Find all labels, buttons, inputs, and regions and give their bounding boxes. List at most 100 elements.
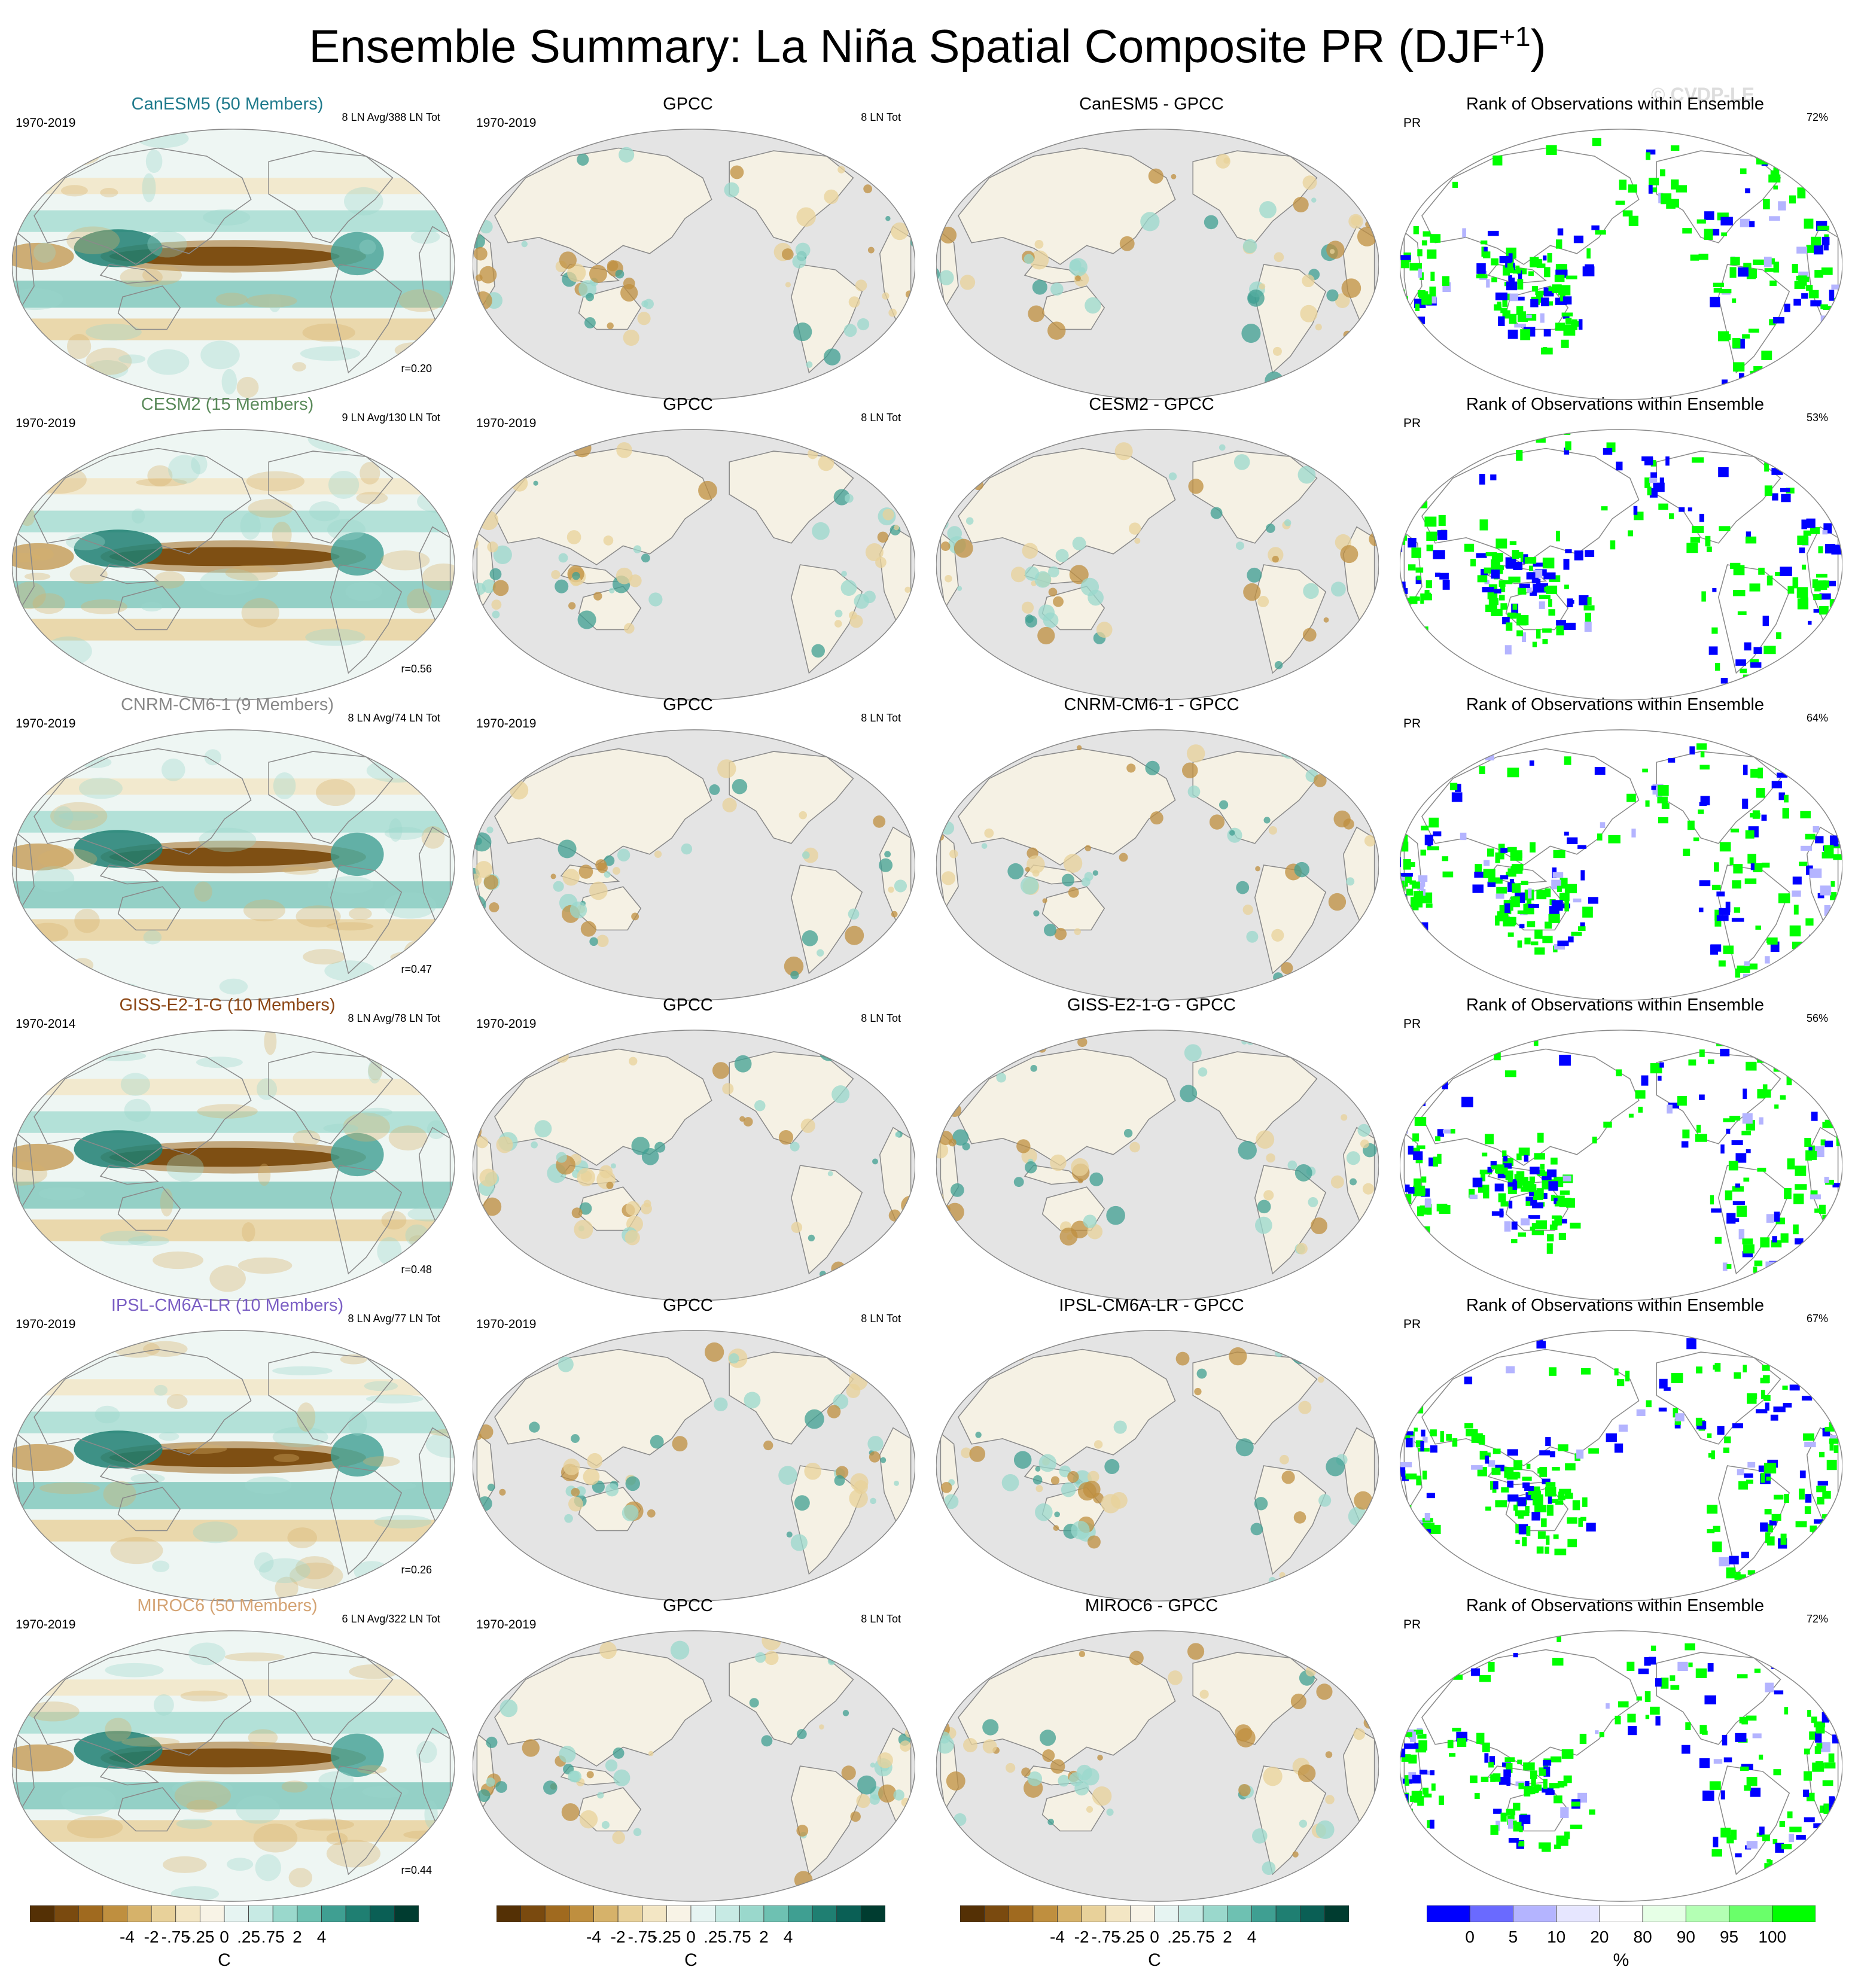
colorbar-swatch [984, 1905, 1009, 1922]
colorbar-swatch [345, 1905, 371, 1922]
colorbar-tick-label: -.75 [628, 1928, 657, 1946]
ln-info: 8 LN Avg/388 LN Tot [342, 111, 440, 123]
ln-info: 6 LN Avg/322 LN Tot [342, 1613, 440, 1625]
colorbar-tick-label: 4 [1247, 1928, 1257, 1946]
colorbar-tick-label: .75 [261, 1928, 285, 1946]
colorbar-tick-label: -2 [1074, 1928, 1089, 1946]
colorbar-tick-label: 4 [783, 1928, 793, 1946]
panel-rank-giss-e2-1-g: Rank of Observations within Ensemble PR 56… [1394, 995, 1842, 1301]
colorbar-swatch [1685, 1905, 1729, 1922]
panel-diff-miroc6: MIROC6 - GPCC [930, 1596, 1379, 1902]
colorbar-tick-label: .25 [1167, 1928, 1191, 1946]
colorbar-swatch [1202, 1905, 1228, 1922]
rank-title: Rank of Observations within Ensemble [1466, 95, 1765, 114]
map-model [12, 1630, 455, 1902]
rank-percent: 53% [1806, 412, 1828, 424]
colorbar-tick-label: -.25 [1116, 1928, 1145, 1946]
rank-title: Rank of Observations within Ensemble [1466, 695, 1765, 714]
rank-percent: 67% [1806, 1313, 1828, 1325]
ln-info: 8 LN Avg/77 LN Tot [348, 1313, 440, 1325]
obs-info: 8 LN Tot [861, 1012, 901, 1024]
rank-percent: 72% [1806, 111, 1828, 123]
period-label: 1970-2019 [16, 717, 76, 730]
colorbar-swatch [1081, 1905, 1107, 1922]
obs-info: 8 LN Tot [861, 1613, 901, 1625]
colorbar-tick-label: 0 [686, 1928, 696, 1946]
diff-title: IPSL-CM6A-LR - GPCC [1059, 1296, 1244, 1315]
pattern-correlation: r=0.44 [401, 1864, 432, 1876]
panel-model-ipsl-cm6a-lr: r=0.26 IPSL-CM6A-LR (10 Members) 1970-2019… [6, 1296, 455, 1602]
colorbar-swatch [1469, 1905, 1513, 1922]
colorbar-swatch [102, 1905, 127, 1922]
colorbar-swatch [370, 1905, 395, 1922]
diff-title: GISS-E2-1-G - GPCC [1067, 995, 1236, 1015]
colorbar-swatch [1556, 1905, 1600, 1922]
colorbar-tick-label: 20 [1590, 1928, 1609, 1946]
rank-title: Rank of Observations within Ensemble [1466, 995, 1765, 1015]
colorbar-swatch [544, 1905, 570, 1922]
rank-variable: PR [1403, 717, 1421, 730]
pattern-correlation: r=0.26 [401, 1564, 432, 1576]
obs-period: 1970-2019 [476, 1317, 537, 1331]
colorbar-tick-label: .25 [703, 1928, 727, 1946]
map-obs [473, 429, 915, 701]
diff-title: MIROC6 - GPCC [1085, 1596, 1219, 1615]
map-rank [1400, 1330, 1842, 1602]
model-title: CanESM5 (50 Members) [131, 95, 324, 114]
map-diff [936, 1330, 1379, 1602]
map-rank [1400, 1630, 1842, 1902]
colorbar-swatch [175, 1905, 200, 1922]
colorbar-unit: % [1613, 1950, 1629, 1970]
colorbar-tick-label: -4 [120, 1928, 135, 1946]
diff-title: CNRM-CM6-1 - GPCC [1064, 695, 1239, 714]
colorbar-swatch [1513, 1905, 1557, 1922]
colorbar-swatch [1227, 1905, 1252, 1922]
panel-rank-cesm2: Rank of Observations within Ensemble PR 53… [1394, 395, 1842, 701]
colorbar-swatch [812, 1905, 837, 1922]
colorbar-swatch [224, 1905, 249, 1922]
colorbar-swatch [497, 1905, 522, 1922]
colorbar-swatch [248, 1905, 273, 1922]
panel-model-miroc6: r=0.44 MIROC6 (50 Members) 1970-2019 6 LN A… [6, 1596, 455, 1902]
colorbar-swatch [690, 1905, 716, 1922]
obs-title: GPCC [663, 1596, 713, 1615]
panel-model-giss-e2-1-g: r=0.48 GISS-E2-1-G (10 Members) 1970-2014 8… [6, 995, 455, 1301]
colorbar-swatch [1642, 1905, 1686, 1922]
colorbar-ticks: -4 -2 -.75 -.25 0 .25.75 2 4 [497, 1928, 885, 1948]
colorbar-swatch [297, 1905, 322, 1922]
colorbar-tick-label: 95 [1719, 1928, 1739, 1946]
rank-percent: 72% [1806, 1613, 1828, 1625]
colorbar-swatch [666, 1905, 692, 1922]
colorbar-swatch [321, 1905, 346, 1922]
colorbar-ticks: 0 5 10 20 80 90 95 100 [1427, 1928, 1816, 1948]
watermark: © CVDP-LE [1651, 84, 1755, 105]
colorbar-anomaly-1 [497, 1905, 885, 1922]
obs-title: GPCC [663, 95, 713, 114]
colorbar-swatch [788, 1905, 813, 1922]
colorbar-swatch [1729, 1905, 1773, 1922]
map-diff [936, 129, 1379, 400]
rank-title: Rank of Observations within Ensemble [1466, 395, 1765, 414]
colorbar-swatch [394, 1905, 419, 1922]
colorbar-ticks: -4 -2 -.75 -.25 0 .25.75 2 4 [30, 1928, 419, 1948]
period-label: 1970-2019 [16, 1618, 76, 1631]
colorbar-swatch [1057, 1905, 1082, 1922]
rank-percent: 56% [1806, 1012, 1828, 1024]
colorbar-swatch [1599, 1905, 1643, 1922]
colorbar-swatch [1275, 1905, 1301, 1922]
colorbar-swatch [127, 1905, 152, 1922]
colorbar-swatch [860, 1905, 885, 1922]
map-obs [473, 1330, 915, 1602]
period-label: 1970-2019 [16, 1317, 76, 1331]
panel-rank-cnrm-cm6-1: Rank of Observations within Ensemble PR 64… [1394, 695, 1842, 1001]
pattern-correlation: r=0.20 [401, 363, 432, 375]
rank-variable: PR [1403, 1618, 1421, 1631]
map-obs [473, 729, 915, 1001]
colorbar-swatch [1324, 1905, 1349, 1922]
colorbar-anomaly-0 [30, 1905, 419, 1922]
model-title: MIROC6 (50 Members) [137, 1596, 318, 1615]
map-model [12, 129, 455, 400]
colorbar-swatch [715, 1905, 740, 1922]
colorbar-tick-label: .25 [237, 1928, 261, 1946]
colorbar-unit: C [684, 1950, 697, 1970]
